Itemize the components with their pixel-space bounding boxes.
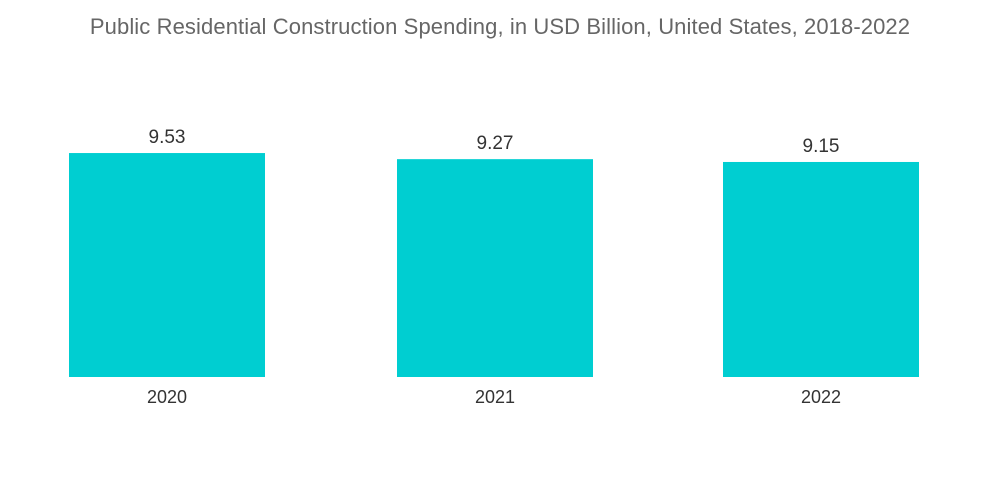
value-label-2020: 9.53: [149, 127, 186, 148]
bar-2022: [723, 161, 919, 377]
x-axis-ticks: 2020 2021 2022: [147, 387, 841, 407]
x-tick-label-2020: 2020: [147, 387, 187, 407]
bars-group: [69, 153, 919, 377]
bar-2020: [69, 153, 265, 377]
value-label-2022: 9.15: [803, 136, 840, 157]
x-tick-label-2022: 2022: [801, 387, 841, 407]
chart-title: Public Residential Construction Spending…: [89, 14, 911, 39]
value-label-2021: 9.27: [477, 133, 514, 154]
x-tick-label-2021: 2021: [475, 387, 515, 407]
value-labels-group: 9.53 9.27 9.15: [149, 127, 840, 157]
bar-2021: [397, 159, 593, 377]
